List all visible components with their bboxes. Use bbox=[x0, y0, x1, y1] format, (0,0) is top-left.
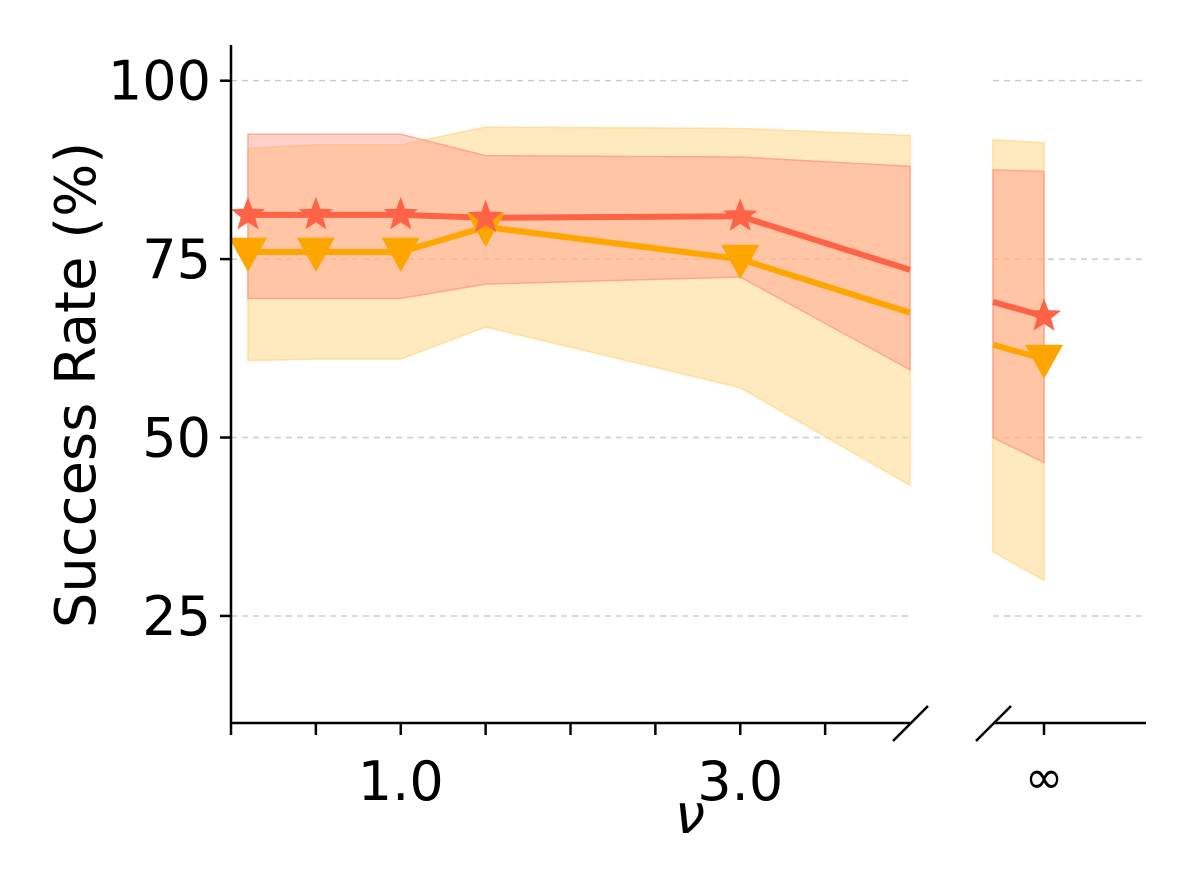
x-axis-label: ν bbox=[675, 783, 705, 846]
series-lines bbox=[247, 211, 1045, 362]
y-tick-label: 50 bbox=[142, 407, 211, 470]
x-tick-label: ∞ bbox=[1025, 750, 1063, 804]
series-line bbox=[247, 211, 911, 273]
y-tick-label: 75 bbox=[142, 228, 211, 291]
y-tick-label: 100 bbox=[108, 50, 211, 113]
y-tick-labels: 25 50 75 100 bbox=[108, 50, 211, 648]
confidence-bands bbox=[247, 126, 1045, 582]
confidence-band bbox=[992, 169, 1045, 464]
data-point-marker bbox=[298, 196, 333, 230]
data-point-marker bbox=[381, 237, 420, 272]
data-point-marker bbox=[383, 196, 418, 230]
series-line bbox=[247, 223, 911, 316]
data-point-marker bbox=[1026, 298, 1062, 331]
axis-break-mark bbox=[892, 705, 929, 742]
y-axis-label: Success Rate (%) bbox=[44, 142, 109, 628]
data-point-marker bbox=[228, 237, 267, 272]
data-point-marker bbox=[721, 244, 760, 280]
x-tick-label: 1.0 bbox=[358, 750, 444, 813]
x-tick-labels: 1.0 3.0 ∞ bbox=[358, 750, 1063, 813]
axis-break-mark bbox=[975, 705, 1012, 742]
series-markers bbox=[228, 196, 1063, 379]
data-point-marker bbox=[296, 237, 335, 272]
data-point-marker bbox=[230, 196, 266, 230]
data-point-marker bbox=[1025, 344, 1063, 379]
confidence-band bbox=[247, 133, 911, 371]
data-point-marker bbox=[468, 199, 503, 233]
data-point-marker bbox=[466, 212, 505, 247]
y-tick-label: 25 bbox=[142, 585, 211, 648]
axes bbox=[220, 45, 1146, 742]
x-tick-label: 3.0 bbox=[697, 750, 783, 813]
data-point-marker bbox=[723, 198, 758, 231]
